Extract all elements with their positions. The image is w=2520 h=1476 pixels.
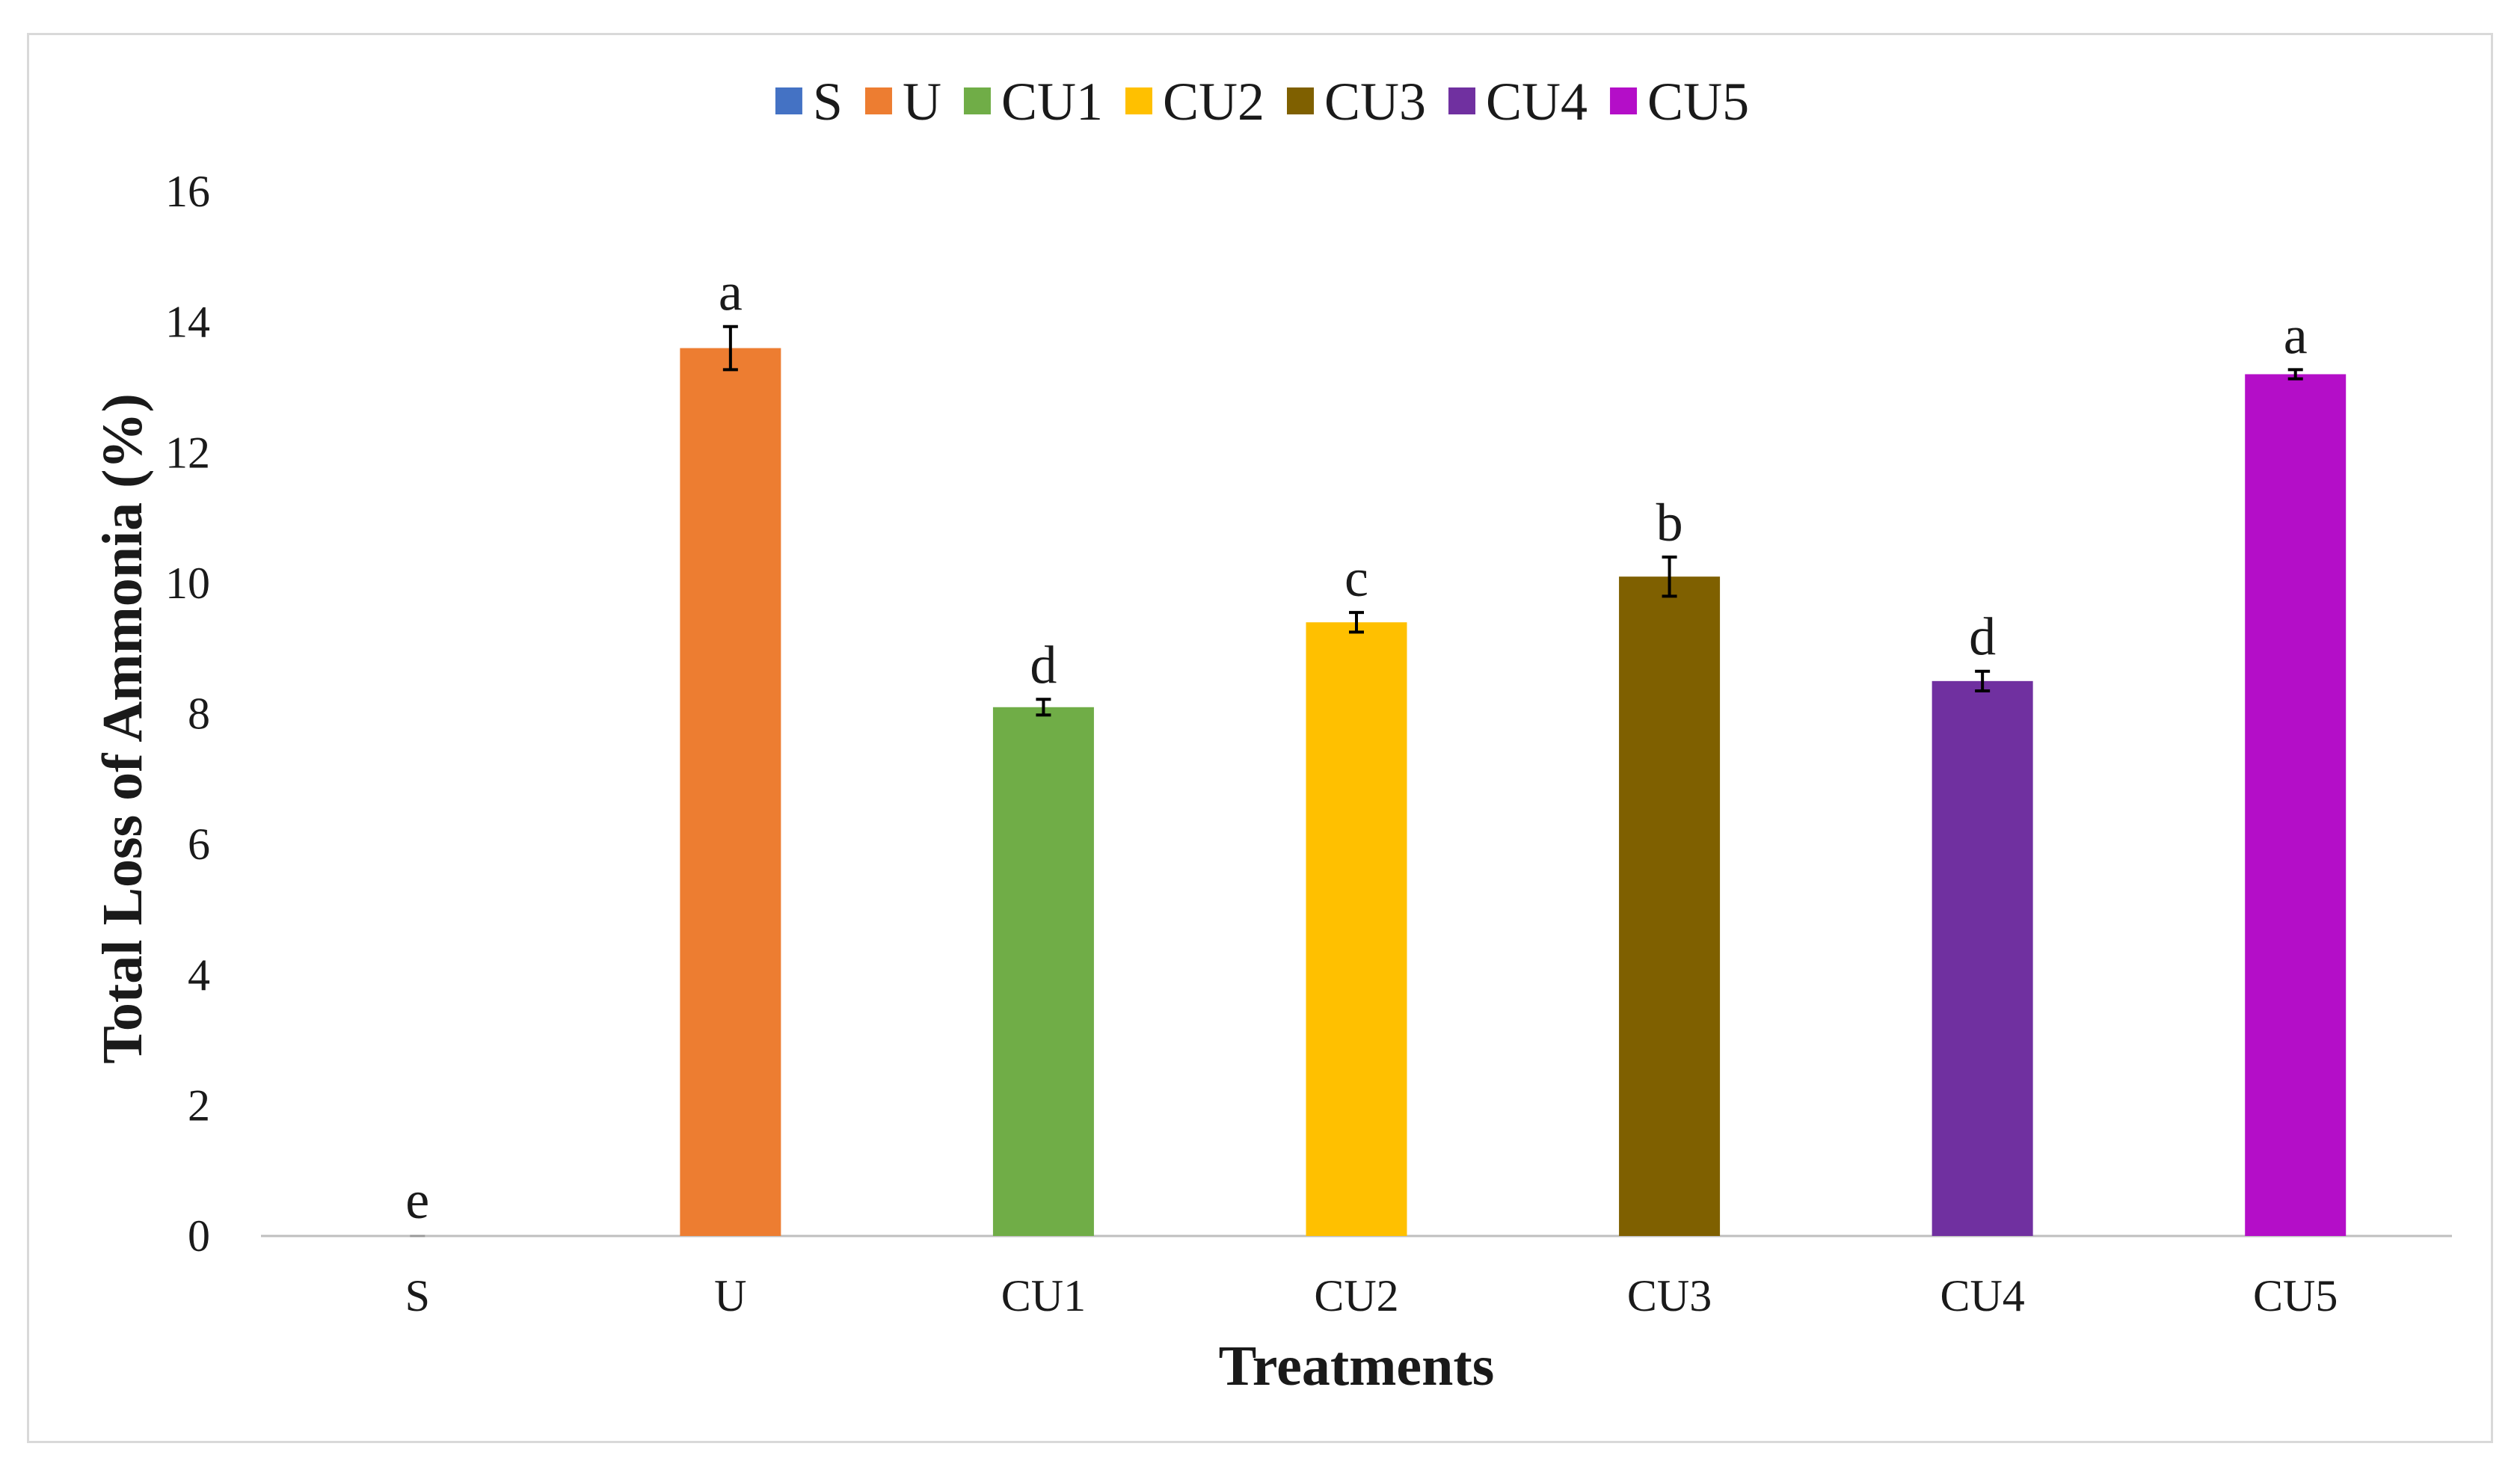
bar-U: [680, 348, 781, 1236]
bar-CU2: [1306, 622, 1407, 1236]
legend-label-CU4: CU4: [1486, 72, 1588, 132]
legend-swatch-CU5: [1610, 87, 1638, 114]
x-tick-label-CU4: CU4: [1940, 1271, 2024, 1320]
y-tick-label: 10: [165, 559, 210, 608]
y-tick-label: 8: [188, 689, 210, 739]
significance-label-CU3: b: [1656, 493, 1683, 553]
legend-swatch-CU4: [1448, 87, 1476, 114]
significance-label-CU1: d: [1030, 635, 1057, 695]
x-axis-tick-labels: S U CU1 CU2 CU3 CU4 CU5: [405, 1271, 2338, 1320]
y-axis-title: Total Loss of Ammonia (%): [91, 393, 154, 1064]
x-tick-label-CU5: CU5: [2253, 1271, 2338, 1320]
y-tick-label: 2: [188, 1080, 210, 1130]
y-tick-label: 0: [188, 1211, 210, 1261]
significance-label-CU5: a: [2284, 305, 2308, 365]
error-bars: [410, 325, 2303, 1237]
legend-label-CU5: CU5: [1647, 72, 1749, 132]
legend: S U CU1 CU2 CU3 CU4 CU5: [775, 72, 1749, 132]
y-axis-ticks: 0 2 4 6 8 10 12 14 16: [165, 167, 210, 1261]
significance-label-S: e: [405, 1170, 429, 1230]
significance-labels: e a d c b d a: [405, 262, 2307, 1230]
legend-swatch-U: [864, 87, 892, 114]
significance-label-CU4: d: [1969, 607, 1996, 667]
legend-label-CU3: CU3: [1324, 72, 1426, 132]
x-tick-label-CU1: CU1: [1001, 1271, 1086, 1320]
y-tick-label: 16: [165, 167, 210, 216]
legend-label-CU2: CU2: [1163, 72, 1264, 132]
y-tick-label: 12: [165, 428, 210, 477]
y-tick-label: 6: [188, 820, 210, 869]
x-tick-label-S: S: [405, 1271, 430, 1320]
y-tick-label: 14: [165, 298, 210, 347]
x-tick-label-CU3: CU3: [1627, 1271, 1712, 1320]
significance-label-CU2: c: [1344, 548, 1368, 608]
legend-label-CU1: CU1: [1001, 72, 1103, 132]
x-tick-label-CU2: CU2: [1314, 1271, 1398, 1320]
legend-swatch-S: [775, 87, 802, 114]
bar-CU5: [2245, 374, 2347, 1237]
bars: [680, 348, 2347, 1237]
significance-label-U: a: [719, 262, 743, 322]
bar-CU1: [992, 707, 1094, 1236]
bar-CU3: [1619, 576, 1721, 1236]
y-tick-label: 4: [188, 950, 210, 1000]
legend-label-S: S: [813, 72, 843, 132]
legend-swatch-CU3: [1287, 87, 1315, 114]
legend-swatch-CU1: [963, 87, 991, 114]
x-tick-label-U: U: [714, 1271, 746, 1320]
bar-CU4: [1932, 680, 2033, 1236]
x-axis-title: Treatments: [1219, 1335, 1495, 1397]
legend-label-U: U: [903, 72, 941, 132]
legend-swatch-CU2: [1125, 87, 1152, 114]
